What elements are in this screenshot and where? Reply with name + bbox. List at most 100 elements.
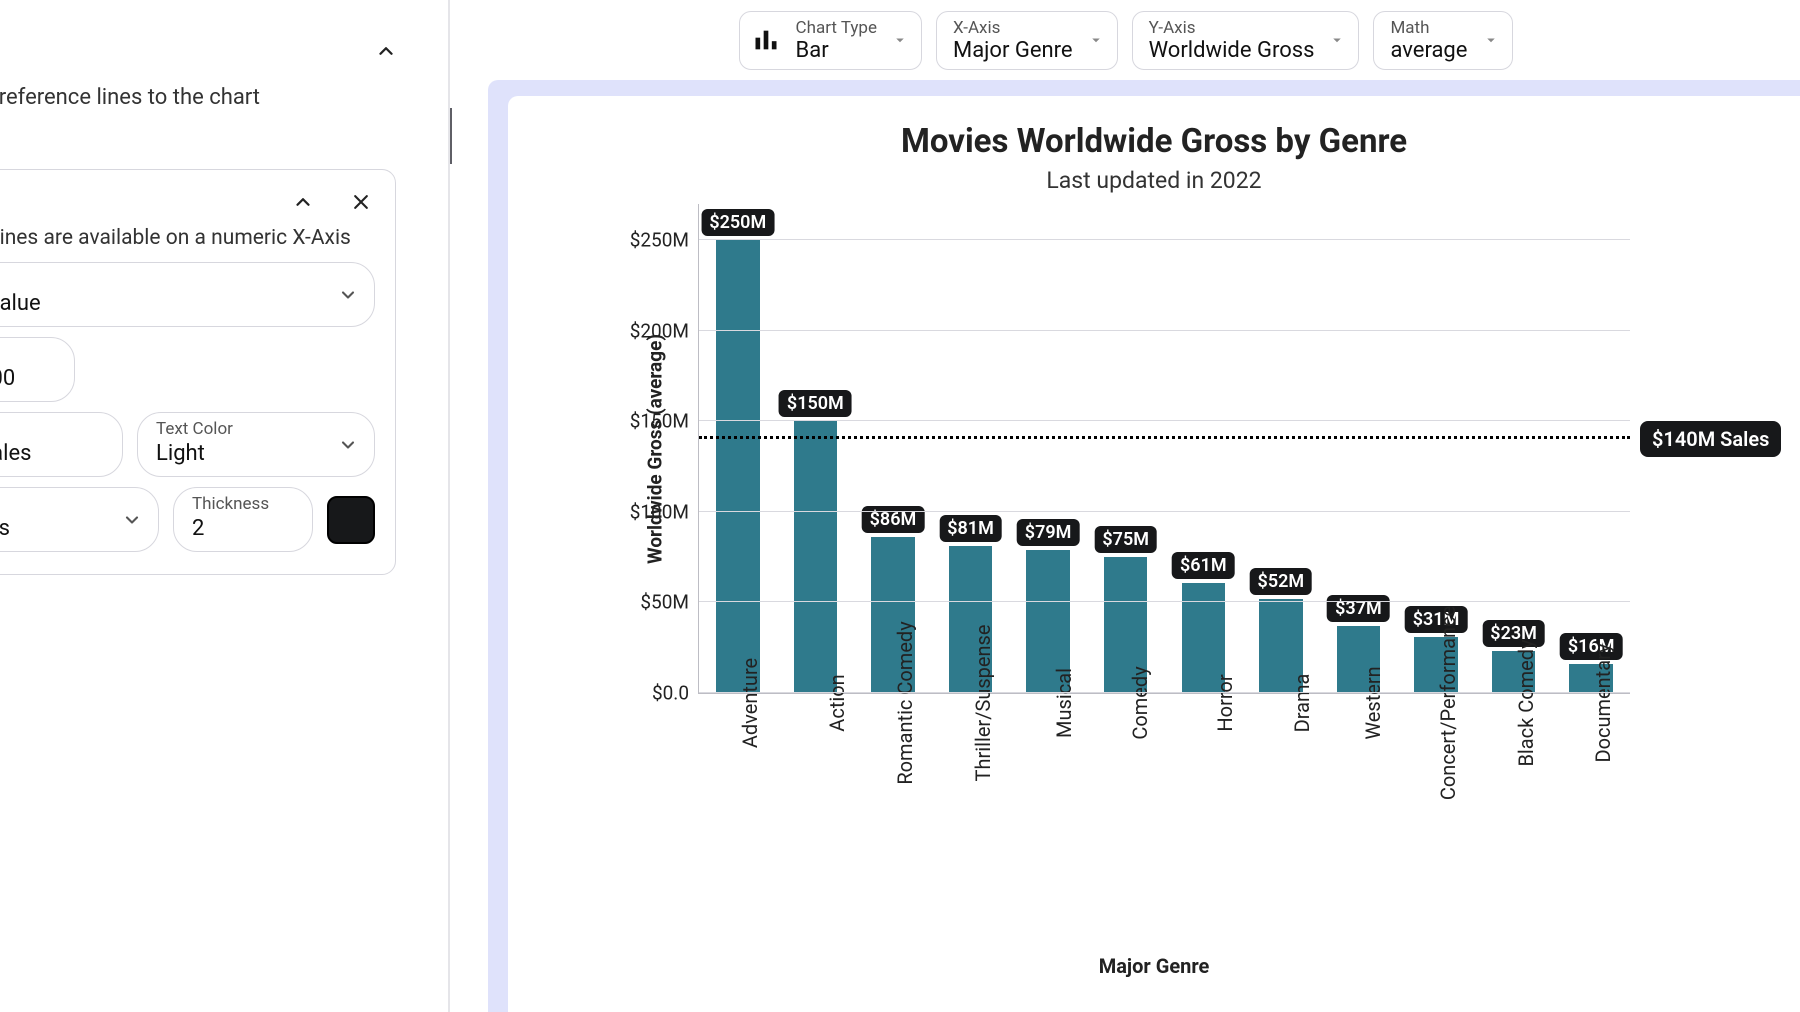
- math-select[interactable]: Math average: [1373, 11, 1513, 70]
- chevron-down-icon: [1087, 31, 1105, 49]
- grid-line: [699, 330, 1630, 331]
- bar-value-label: $75M: [1094, 526, 1157, 553]
- y-axis-label: Y-Axis: [1149, 18, 1315, 38]
- y-tick-label: $150M: [630, 410, 689, 433]
- label-label: Label: [0, 419, 104, 439]
- chart-toolbar: Chart Type Bar X-Axis Major Genre Y-Axis…: [452, 0, 1800, 80]
- chart-subtitle: Last updated in 2022: [528, 167, 1780, 194]
- stroke-value: Small Dots: [0, 516, 140, 541]
- x-tick-label: Concert/Performance: [1397, 693, 1475, 727]
- plot-area: Worldwide Gross (average) $250MAdventure…: [608, 204, 1630, 694]
- thickness-label: Thickness: [192, 494, 294, 514]
- x-tick-label: Black Comedy: [1475, 693, 1553, 727]
- settings-sidebar: Lines Add multiple reference lines to th…: [0, 0, 450, 1012]
- text-color-select[interactable]: Text Color Light: [137, 412, 375, 477]
- chart-card: Movies Worldwide Gross by Genre Last upd…: [508, 96, 1800, 1012]
- x-tick-label: Documentary: [1552, 693, 1630, 727]
- x-tick-label: Action: [777, 693, 855, 727]
- bar[interactable]: [716, 240, 759, 693]
- label-input[interactable]: Label $140M Sales: [0, 412, 123, 477]
- grid-line: [699, 601, 1630, 602]
- reference-line: [699, 436, 1630, 439]
- value-label: Value: [0, 344, 56, 364]
- value-input[interactable]: Value 140000000: [0, 337, 75, 402]
- bar-slot: $37MWestern: [1320, 204, 1398, 693]
- bar-value-label: $52M: [1250, 568, 1313, 595]
- grid-line: [699, 420, 1630, 421]
- x-tick-label: Musical: [1009, 693, 1087, 727]
- y-axis-value: Worldwide Gross: [1149, 38, 1315, 63]
- chevron-down-icon: [338, 285, 358, 305]
- bar-slot: $52MDrama: [1242, 204, 1320, 693]
- close-card-button[interactable]: [347, 188, 375, 216]
- x-tick-label: Romantic Comedy: [854, 693, 932, 727]
- y-axis-select[interactable]: Y-Axis Worldwide Gross: [1132, 11, 1360, 70]
- chevron-down-icon: [122, 510, 142, 530]
- bar-value-label: $150M: [779, 390, 852, 417]
- bar-slot: $16MDocumentary: [1552, 204, 1630, 693]
- math-label: Math: [1390, 18, 1468, 38]
- plot: $250MAdventure$150MAction$86MRomantic Co…: [698, 204, 1630, 694]
- bar-slot: $61MHorror: [1165, 204, 1243, 693]
- x-tick-label: Drama: [1242, 693, 1320, 727]
- x-tick-label: Adventure: [699, 693, 777, 727]
- stroke-label: Stroke: [0, 494, 140, 514]
- x-tick-label: Thriller/Suspense: [932, 693, 1010, 727]
- bar-value-label: $61M: [1172, 552, 1235, 579]
- regression-note: Regression lines are available on a nume…: [0, 226, 375, 250]
- section-lines-header[interactable]: Lines: [0, 20, 410, 81]
- y-tick-label: $50M: [640, 591, 689, 614]
- thickness-input[interactable]: Thickness 2: [173, 487, 313, 552]
- bar-slot: $86MRomantic Comedy: [854, 204, 932, 693]
- bar-slot: $31MConcert/Performance: [1397, 204, 1475, 693]
- x-tick-label: Horror: [1165, 693, 1243, 727]
- x-axis-title: Major Genre: [528, 954, 1780, 978]
- bar-value-label: $81M: [939, 515, 1002, 542]
- value-value: 140000000: [0, 366, 56, 391]
- bar[interactable]: [794, 421, 837, 693]
- bars-container: $250MAdventure$150MAction$86MRomantic Co…: [699, 204, 1630, 693]
- add-line-link[interactable]: + Add line: [0, 120, 410, 169]
- text-color-label: Text Color: [156, 419, 356, 439]
- bar-slot: $250MAdventure: [699, 204, 777, 693]
- math-value: average: [1390, 38, 1468, 63]
- y-tick-label: $0.0: [652, 682, 689, 705]
- bar-slot: $150MAction: [777, 204, 855, 693]
- reference-line-card: Regression lines are available on a nume…: [0, 169, 396, 575]
- bar-value-label: $79M: [1017, 519, 1080, 546]
- chart-type-value: Bar: [796, 38, 877, 63]
- bar-slot: $79MMusical: [1009, 204, 1087, 693]
- chevron-up-icon: [372, 37, 400, 65]
- chevron-down-icon: [891, 31, 909, 49]
- x-axis-select[interactable]: X-Axis Major Genre: [936, 11, 1118, 70]
- chart-type-label: Chart Type: [796, 18, 877, 38]
- chevron-down-icon: [1328, 31, 1346, 49]
- bar-value-label: $250M: [701, 209, 774, 236]
- chevron-down-icon: [1482, 31, 1500, 49]
- chart-type-select[interactable]: Chart Type Bar: [739, 11, 922, 70]
- bar-slot: $75MComedy: [1087, 204, 1165, 693]
- text-color-value: Light: [156, 441, 356, 466]
- x-tick-label: Comedy: [1087, 693, 1165, 727]
- type-label: Type: [0, 269, 356, 289]
- y-axis-title: Worldwide Gross (average): [644, 334, 667, 564]
- x-tick-label: Western: [1320, 693, 1398, 727]
- thickness-value: 2: [192, 516, 294, 541]
- type-select[interactable]: Type Custom Value: [0, 262, 375, 327]
- grid-line: [699, 511, 1630, 512]
- bar-value-label: $37M: [1327, 595, 1390, 622]
- grid-line: [699, 239, 1630, 240]
- section-lines-description: Add multiple reference lines to the char…: [0, 81, 410, 120]
- type-value: Custom Value: [0, 291, 356, 316]
- reference-line-label: $140M Sales: [1640, 421, 1781, 457]
- x-axis-label: X-Axis: [953, 18, 1073, 38]
- y-tick-label: $100M: [630, 500, 689, 523]
- y-tick-label: $250M: [630, 229, 689, 252]
- y-tick-label: $200M: [630, 319, 689, 342]
- collapse-card-button[interactable]: [289, 188, 317, 216]
- chevron-down-icon: [338, 435, 358, 455]
- stroke-select[interactable]: Stroke Small Dots: [0, 487, 159, 552]
- line-color-swatch[interactable]: [327, 496, 375, 544]
- label-value: $140M Sales: [0, 441, 104, 466]
- x-axis-value: Major Genre: [953, 38, 1073, 63]
